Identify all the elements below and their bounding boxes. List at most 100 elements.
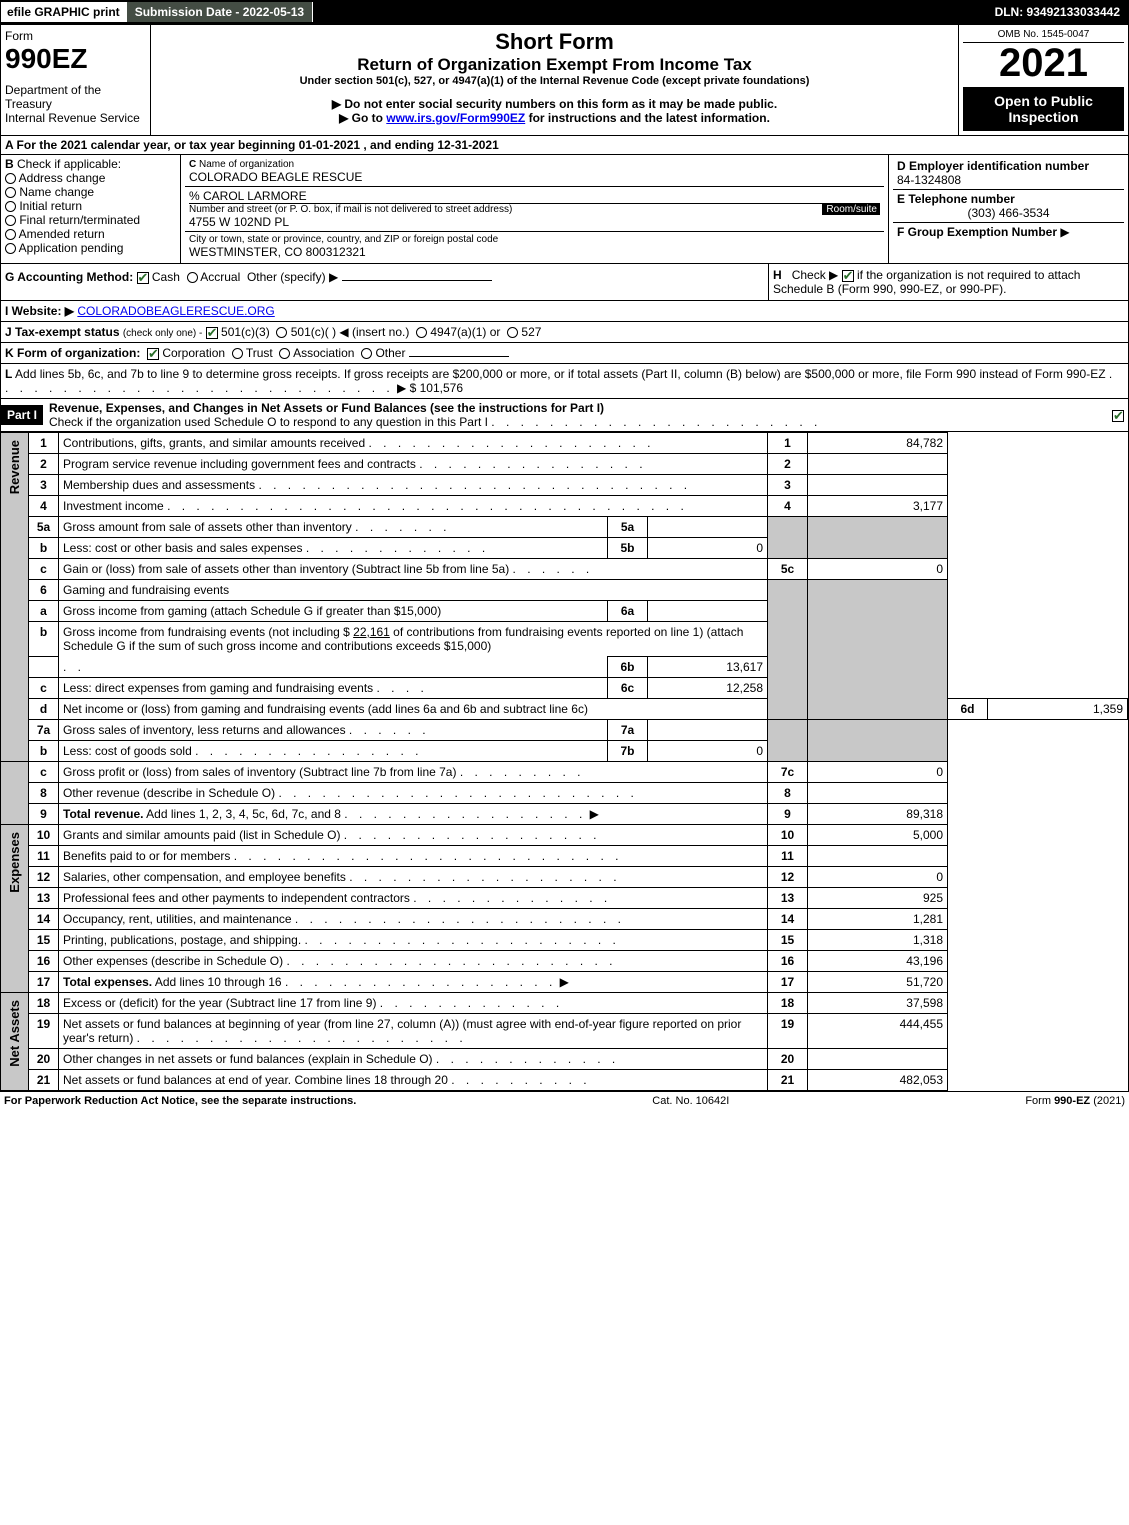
line-amt: 84,782 bbox=[808, 433, 948, 454]
check-4947[interactable] bbox=[416, 327, 427, 338]
line-desc: Occupancy, rent, utilities, and maintena… bbox=[63, 912, 292, 926]
line-rnum: 2 bbox=[768, 454, 808, 475]
form990ez-link[interactable]: www.irs.gov/Form990EZ bbox=[386, 111, 525, 125]
label-i: I Website: ▶ bbox=[5, 304, 74, 318]
line-dots: . . . . . . . bbox=[355, 520, 450, 534]
part1-title: Revenue, Expenses, and Changes in Net As… bbox=[49, 401, 604, 415]
line-rnum: 16 bbox=[768, 951, 808, 972]
check-other-org[interactable] bbox=[361, 348, 372, 359]
label-j: J Tax-exempt status bbox=[5, 325, 120, 339]
check-name-change[interactable] bbox=[5, 187, 16, 198]
check-h[interactable] bbox=[842, 270, 854, 282]
dln: DLN: 93492133033442 bbox=[987, 2, 1128, 22]
check-corporation[interactable] bbox=[147, 348, 159, 360]
label-k: K Form of organization: bbox=[5, 346, 140, 360]
line-num: 15 bbox=[29, 930, 59, 951]
line-num: 9 bbox=[29, 804, 59, 825]
check-527[interactable] bbox=[507, 327, 518, 338]
line-num: 14 bbox=[29, 909, 59, 930]
line-amt bbox=[808, 783, 948, 804]
table-row: b Less: cost of goods sold . . . . . . .… bbox=[1, 741, 1128, 762]
check-accrual[interactable] bbox=[187, 272, 198, 283]
line-desc: Gross income from gaming (attach Schedul… bbox=[63, 604, 441, 618]
check-cash[interactable] bbox=[137, 272, 149, 284]
k-o1: Corporation bbox=[162, 346, 225, 360]
section-a: A For the 2021 calendar year, or tax yea… bbox=[1, 136, 1128, 155]
check-501c[interactable] bbox=[276, 327, 287, 338]
check-initial-return[interactable] bbox=[5, 201, 16, 212]
line-desc: Gross amount from sale of assets other t… bbox=[63, 520, 352, 534]
j-o4: 527 bbox=[521, 325, 541, 339]
form-word: Form bbox=[5, 29, 146, 43]
table-row: c Gross profit or (loss) from sales of i… bbox=[1, 762, 1128, 783]
line-dots: . . . . . . . . . . . . . . bbox=[413, 891, 611, 905]
check-schedule-o[interactable] bbox=[1112, 410, 1124, 422]
line-subnum: 7a bbox=[608, 720, 648, 741]
arrow-icon: ▶ bbox=[590, 807, 599, 821]
part1-dots: . . . . . . . . . . . . . . . . . . . . … bbox=[491, 415, 821, 429]
line-num: 7a bbox=[29, 720, 59, 741]
g-other: Other (specify) ▶ bbox=[247, 270, 338, 284]
line-dots: . . . . . . . . . . . . . . . . . . . . … bbox=[295, 912, 625, 926]
line-rnum: 14 bbox=[768, 909, 808, 930]
line-rnum: 8 bbox=[768, 783, 808, 804]
check-501c3[interactable] bbox=[206, 327, 218, 339]
opt-initial-return: Initial return bbox=[19, 199, 82, 213]
line-desc: Gross income from fundraising events (no… bbox=[63, 625, 353, 639]
part1-header: Part I Revenue, Expenses, and Changes in… bbox=[1, 399, 1128, 432]
line-dots: . . . . . . bbox=[349, 723, 430, 737]
table-row: b Gross income from fundraising events (… bbox=[1, 622, 1128, 657]
label-d: D Employer identification number bbox=[897, 159, 1120, 173]
line-dots: . . . . bbox=[377, 681, 428, 695]
line-num: 19 bbox=[29, 1014, 59, 1049]
check-amended-return[interactable] bbox=[5, 229, 16, 240]
table-row: 8 Other revenue (describe in Schedule O)… bbox=[1, 783, 1128, 804]
section-l: L Add lines 5b, 6c, and 7b to line 9 to … bbox=[1, 364, 1128, 399]
line-desc: Excess or (deficit) for the year (Subtra… bbox=[63, 996, 376, 1010]
line-rnum: 9 bbox=[768, 804, 808, 825]
part1-label: Part I bbox=[1, 405, 43, 425]
b-title: Check if applicable: bbox=[17, 157, 121, 171]
line-dots: . . . . . . . . . . . . . . . . . . . . … bbox=[305, 933, 620, 947]
h-text: Check ▶ bbox=[792, 268, 839, 282]
check-association[interactable] bbox=[279, 348, 290, 359]
table-row: 5a Gross amount from sale of assets othe… bbox=[1, 517, 1128, 538]
check-application-pending[interactable] bbox=[5, 243, 16, 254]
care-of: % CAROL LARMORE bbox=[189, 189, 880, 203]
check-trust[interactable] bbox=[232, 348, 243, 359]
line-num: 20 bbox=[29, 1049, 59, 1070]
line-dots: . . . . . . . . . . . . . bbox=[306, 541, 489, 555]
line-subval bbox=[648, 517, 768, 538]
table-row: Expenses 10 Grants and similar amounts p… bbox=[1, 825, 1128, 846]
line-rnum: 7c bbox=[768, 762, 808, 783]
line-desc: Gross profit or (loss) from sales of inv… bbox=[63, 765, 456, 779]
k-o4: Other bbox=[375, 346, 405, 360]
table-row: 3 Membership dues and assessments . . . … bbox=[1, 475, 1128, 496]
line-dots: . . . . . . . . . . . . . . . . . . . . … bbox=[278, 786, 637, 800]
line-amt: 3,177 bbox=[808, 496, 948, 517]
c-name-label: Name of organization bbox=[199, 159, 294, 170]
line-num: 21 bbox=[29, 1070, 59, 1091]
phone: (303) 466-3534 bbox=[897, 206, 1120, 220]
title-return: Return of Organization Exempt From Incom… bbox=[155, 55, 954, 75]
line-rnum: 12 bbox=[768, 867, 808, 888]
line-amt: 37,598 bbox=[808, 993, 948, 1014]
line-subnum: 6c bbox=[608, 678, 648, 699]
label-c: C bbox=[189, 159, 196, 170]
city-state-zip: WESTMINSTER, CO 800312321 bbox=[189, 245, 880, 259]
line-subval: 13,617 bbox=[648, 657, 768, 678]
line-num: a bbox=[29, 601, 59, 622]
opt-application-pending: Application pending bbox=[19, 241, 124, 255]
line-desc: Program service revenue including govern… bbox=[63, 457, 416, 471]
line-dots: . . . . . . . . . . . . . . . . . . . . … bbox=[258, 478, 691, 492]
j-o3: 4947(a)(1) or bbox=[430, 325, 500, 339]
check-address-change[interactable] bbox=[5, 173, 16, 184]
line-num: 10 bbox=[29, 825, 59, 846]
line-num: 6 bbox=[29, 580, 59, 601]
efile-link[interactable]: efile GRAPHIC print bbox=[1, 2, 127, 22]
check-final-return[interactable] bbox=[5, 215, 16, 226]
k-o3: Association bbox=[293, 346, 354, 360]
website-link[interactable]: COLORADOBEAGLERESCUE.ORG bbox=[77, 304, 274, 318]
table-row: b Less: cost or other basis and sales ex… bbox=[1, 538, 1128, 559]
line-num: c bbox=[29, 559, 59, 580]
